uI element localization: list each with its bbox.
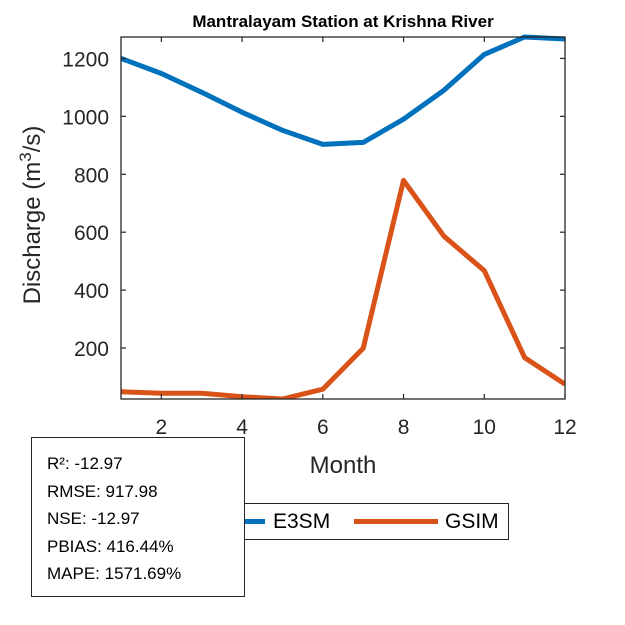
- x-tick-label: 8: [398, 416, 410, 439]
- y-tick-label: 400: [74, 280, 109, 303]
- y-axis-label: Discharge (m3/s): [16, 126, 46, 305]
- series-line-gsim: [121, 177, 565, 399]
- x-tick-label: 12: [553, 416, 576, 439]
- y-tick-label: 600: [74, 222, 109, 245]
- x-tick-label: 2: [156, 416, 168, 439]
- x-tick-label: 4: [236, 416, 248, 439]
- y-tick-label: 200: [74, 338, 109, 361]
- stats-mape: MAPE: 1571.69%: [47, 564, 182, 583]
- x-tick-label: 6: [317, 416, 329, 439]
- y-tick-label: 800: [74, 164, 109, 187]
- legend-label-gsim: GSIM: [445, 510, 499, 533]
- legend: E3SM GSIM: [200, 503, 509, 540]
- series-line-e3sm: [121, 34, 565, 147]
- y-axis-label-superscript: 3: [16, 152, 35, 161]
- chart-title: Mantralayam Station at Krishna River: [192, 12, 494, 31]
- y-tick-label: 1200: [62, 48, 109, 71]
- y-axis-label-main: Discharge (m: [19, 162, 46, 305]
- legend-label-e3sm: E3SM: [273, 510, 331, 533]
- x-tick-label: 10: [473, 416, 496, 439]
- axes: 2 4 6 8 10 12 200 400 600 800 1000 1200: [62, 36, 577, 439]
- x-axis-label: Month: [310, 452, 377, 479]
- legend-swatch-gsim: [354, 519, 438, 524]
- plot-area: [121, 34, 565, 399]
- stats-r2: R²: -12.97: [47, 454, 123, 473]
- y-axis-label-suffix: /s): [19, 126, 46, 153]
- stats-rmse: RMSE: 917.98: [47, 481, 158, 501]
- y-tick-label: 1000: [62, 106, 109, 129]
- stats-pbias: PBIAS: 416.44%: [47, 536, 174, 556]
- stats-nse: NSE: -12.97: [47, 509, 140, 528]
- axes-box: [120, 36, 566, 400]
- stats-box: R²: -12.97 RMSE: 917.98 NSE: -12.97 PBIA…: [31, 437, 245, 597]
